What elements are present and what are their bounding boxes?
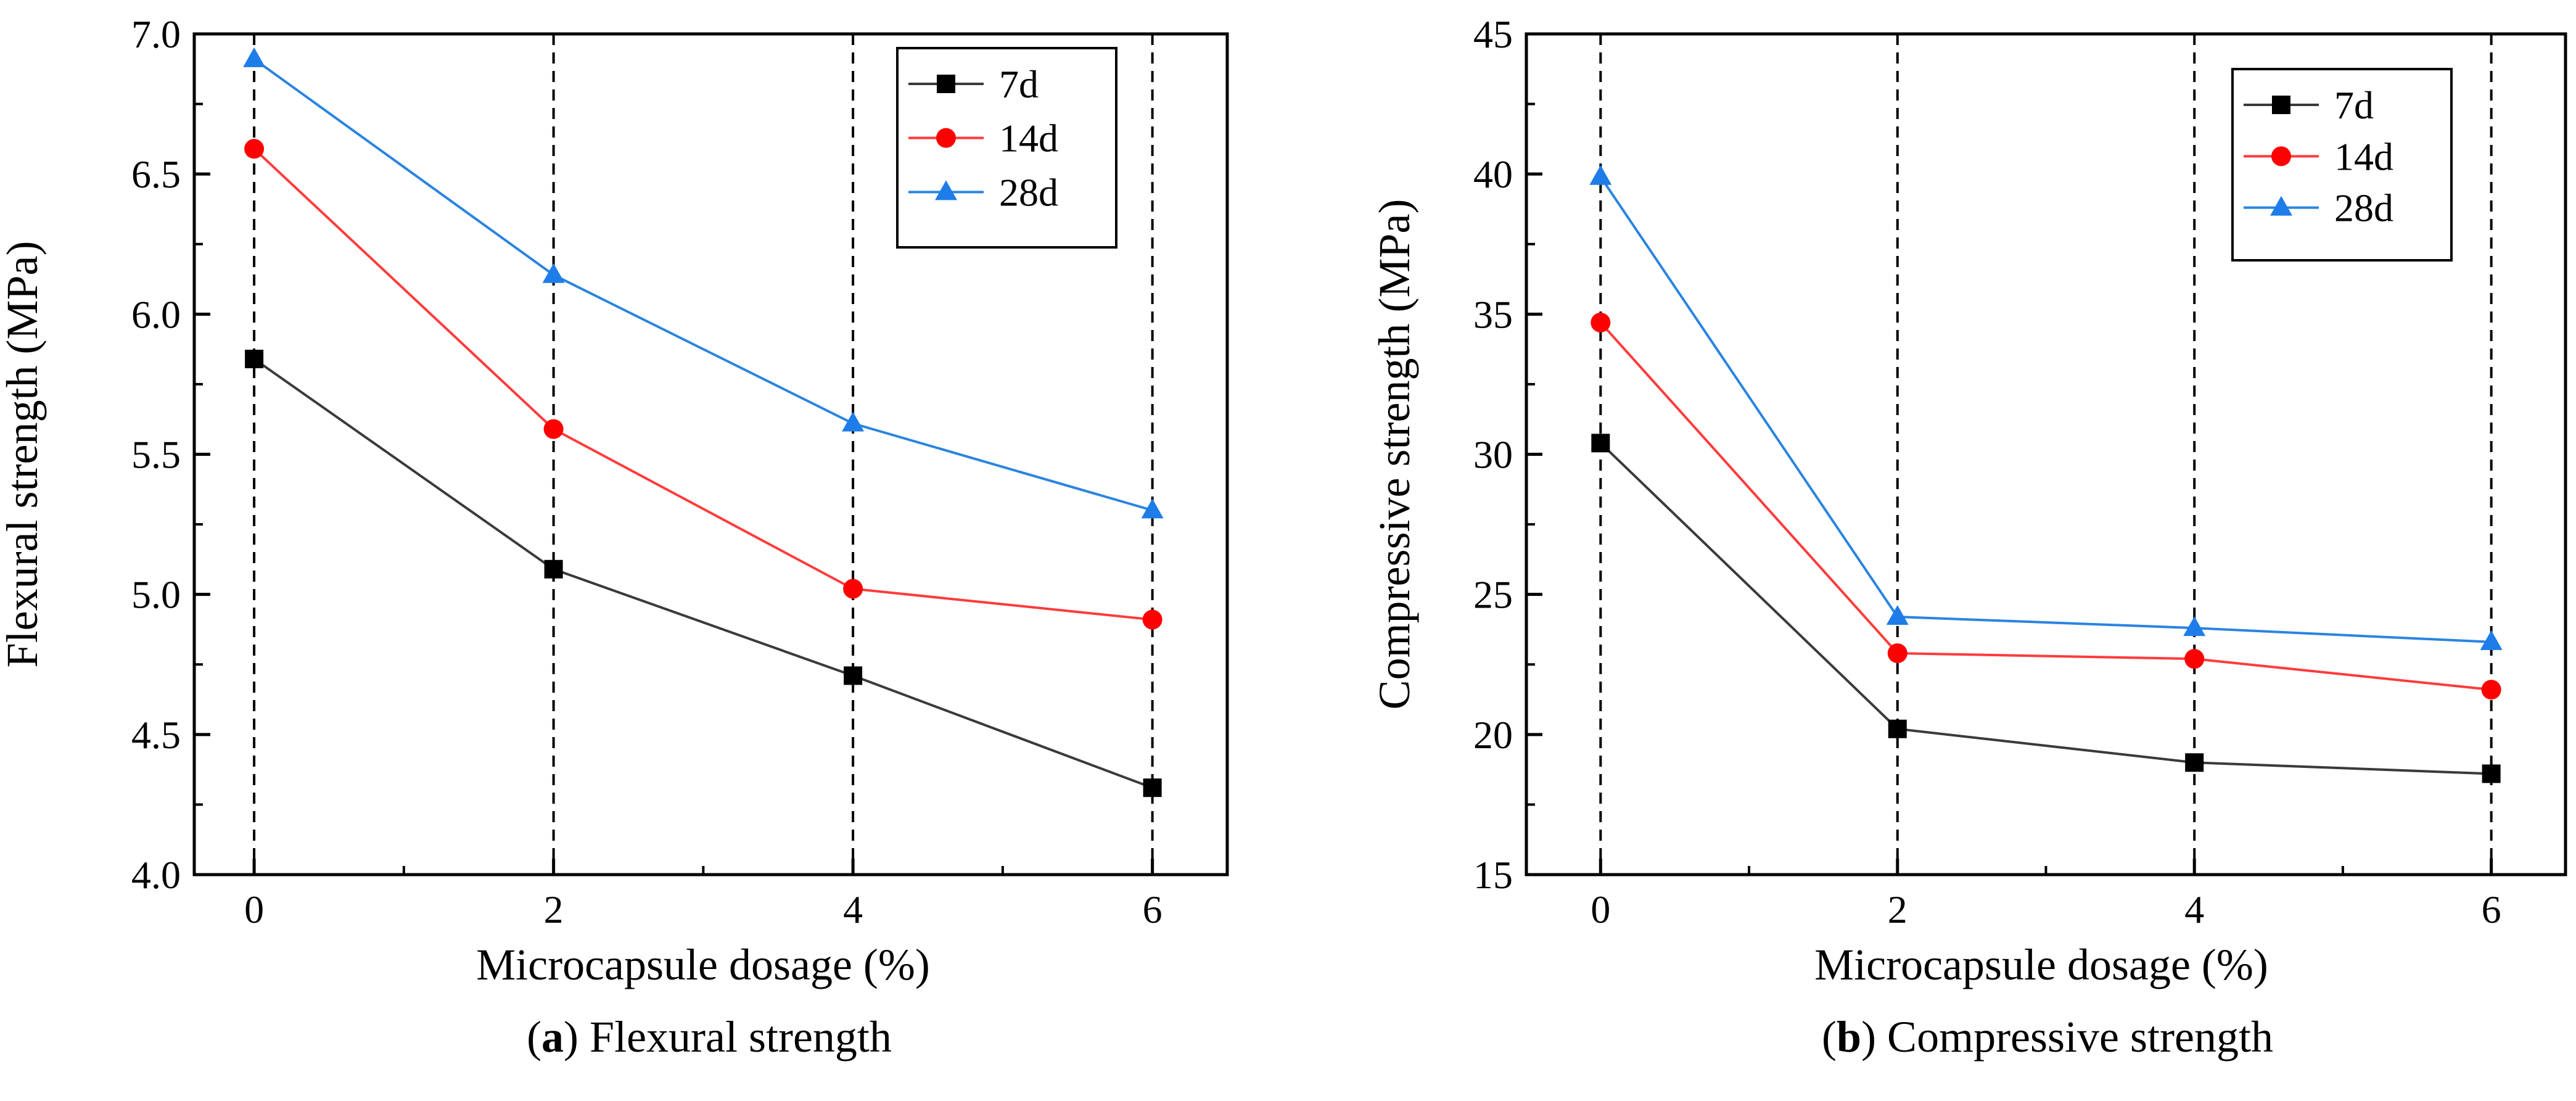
x-tick-label: 2 <box>1888 888 1907 931</box>
data-point-28d <box>2183 616 2206 637</box>
legend-marker-14d <box>2271 146 2291 167</box>
data-point-14d <box>1590 312 1611 332</box>
series-line-28d <box>1599 176 2492 643</box>
panel-flexural-strength: 4.0 4.5 5.0 5.5 6.0 6.5 7.0 0 2 4 6 Microcapsule do… <box>0 12 1229 1062</box>
legend-label-7d: 7d <box>2334 83 2374 127</box>
y-tick-label: 35 <box>1473 292 1513 336</box>
series-line-7d <box>1599 442 2492 775</box>
x-tick-label: 6 <box>2482 888 2501 931</box>
data-point-28d <box>542 263 565 283</box>
y-tick-label: 4.5 <box>131 713 181 757</box>
legend-label-14d: 14d <box>2334 134 2393 178</box>
caption-letter: b <box>1837 1012 1861 1062</box>
data-point-14d <box>1887 643 1907 664</box>
x-tick-label: 4 <box>2184 888 2204 931</box>
legend-marker-28d <box>935 180 957 200</box>
x-axis-label: Microcapsule dosage (%) <box>1814 940 2268 989</box>
data-point-28d <box>842 411 865 432</box>
y-tick-label: 5.0 <box>131 573 181 617</box>
caption-text: Flexural strength <box>590 1012 892 1062</box>
data-point-14d <box>2184 649 2205 669</box>
y-tick-label: 30 <box>1473 433 1513 477</box>
data-point-28d <box>1141 498 1164 519</box>
data-point-14d <box>843 579 863 599</box>
legend-label-28d: 28d <box>2334 186 2393 230</box>
data-point-7d <box>245 350 264 369</box>
legend-marker-14d <box>936 128 956 148</box>
data-point-7d <box>2185 753 2204 772</box>
data-point-7d <box>1143 778 1162 798</box>
y-axis-label: Compressive strength (MPa) <box>1370 199 1419 710</box>
series-line-14d <box>253 147 1153 621</box>
y-axis-label: Flexural strength (MPa) <box>0 241 47 668</box>
legend-label-28d: 28d <box>999 170 1058 214</box>
caption-text: Compressive strength <box>1887 1012 2273 1062</box>
x-tick-label: 6 <box>1143 888 1162 931</box>
x-tick-label: 0 <box>1590 888 1610 931</box>
x-tick-label: 2 <box>544 888 564 931</box>
x-tick-label: 4 <box>843 888 863 931</box>
y-tick-label: 15 <box>1473 853 1513 897</box>
series-line-7d <box>253 358 1153 790</box>
legend-marker-7d <box>937 75 955 93</box>
legend-label-7d: 7d <box>999 62 1039 106</box>
data-point-28d <box>1589 165 1612 185</box>
caption-close: ) <box>564 1012 578 1062</box>
series-line-28d <box>253 58 1153 512</box>
caption-open: ( <box>1822 1012 1837 1062</box>
x-axis-label: Microcapsule dosage (%) <box>476 940 930 989</box>
data-point-7d <box>1591 434 1610 453</box>
panel-caption: (b) Compressive strength <box>1822 1012 2273 1062</box>
legend-marker-7d <box>2272 96 2290 114</box>
data-point-28d <box>2480 630 2503 650</box>
legend-label-14d: 14d <box>999 117 1058 160</box>
x-tick-label: 0 <box>244 888 264 931</box>
panel-caption: (a) Flexural strength <box>527 1012 892 1062</box>
data-point-14d <box>1142 609 1162 630</box>
caption-letter: a <box>541 1012 564 1062</box>
data-point-14d <box>2481 680 2501 700</box>
caption-open: ( <box>527 1012 541 1062</box>
caption-close: ) <box>1861 1012 1876 1062</box>
y-tick-label: 20 <box>1473 713 1513 757</box>
series-line-14d <box>1599 321 2492 691</box>
legend-marker-28d <box>2270 196 2292 216</box>
y-tick-label: 40 <box>1473 152 1513 196</box>
data-point-7d <box>844 666 863 685</box>
data-point-28d <box>1886 605 1909 625</box>
y-tick-label: 6.0 <box>131 292 181 336</box>
y-tick-label: 4.0 <box>131 853 181 897</box>
data-point-14d <box>543 419 564 439</box>
data-point-28d <box>243 47 266 67</box>
data-point-7d <box>544 559 563 579</box>
data-point-14d <box>244 139 265 159</box>
y-tick-label: 25 <box>1473 573 1513 617</box>
legend-box <box>2231 68 2453 262</box>
panel-compressive-strength: 15 20 25 30 35 40 45 0 2 4 6 Microcapsule dosage (%… <box>1370 12 2567 1062</box>
data-point-7d <box>2482 764 2501 783</box>
y-tick-label: 6.5 <box>131 152 181 196</box>
y-tick-label: 7.0 <box>131 12 181 56</box>
legend-box <box>896 47 1117 249</box>
y-tick-label: 45 <box>1473 12 1513 56</box>
y-tick-label: 5.5 <box>131 433 181 477</box>
data-point-7d <box>1888 719 1907 738</box>
